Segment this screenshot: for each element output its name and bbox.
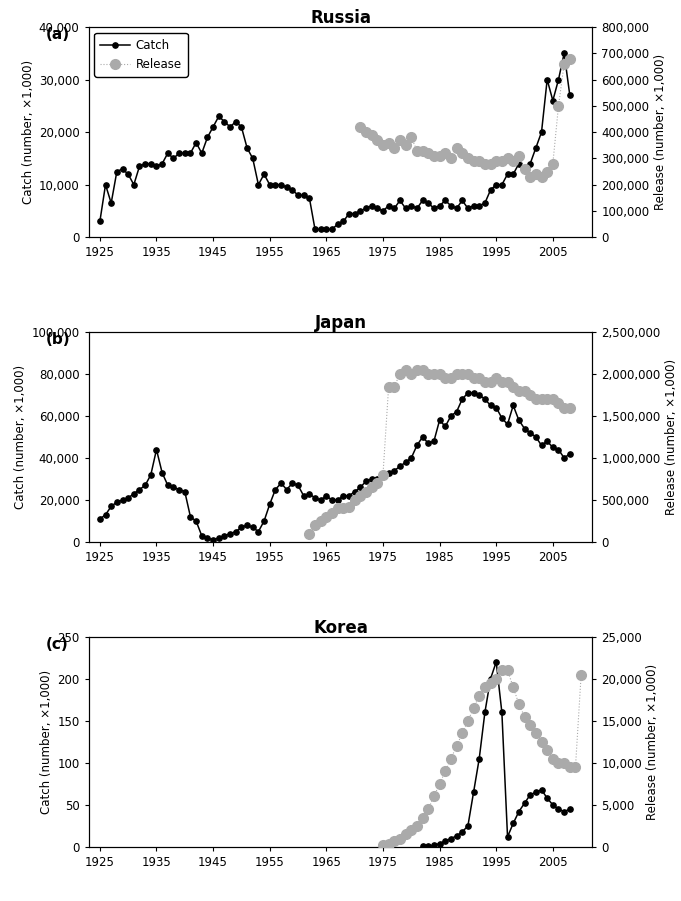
Title: Russia: Russia	[310, 9, 371, 27]
Y-axis label: Catch (number, ×1,000): Catch (number, ×1,000)	[40, 669, 53, 814]
Title: Japan: Japan	[315, 314, 366, 332]
Y-axis label: Release (number, ×1,000): Release (number, ×1,000)	[654, 54, 667, 210]
Y-axis label: Catch (number, ×1,000): Catch (number, ×1,000)	[14, 365, 27, 509]
Title: Korea: Korea	[313, 619, 368, 636]
Y-axis label: Release (number, ×1,000): Release (number, ×1,000)	[646, 664, 659, 820]
Y-axis label: Catch (number, ×1,000): Catch (number, ×1,000)	[22, 60, 35, 205]
Text: (a): (a)	[46, 27, 70, 42]
Y-axis label: Release (number, ×1,000): Release (number, ×1,000)	[665, 359, 678, 515]
Text: (b): (b)	[46, 332, 70, 347]
Legend: Catch, Release: Catch, Release	[95, 33, 188, 77]
Text: (c): (c)	[46, 637, 69, 651]
